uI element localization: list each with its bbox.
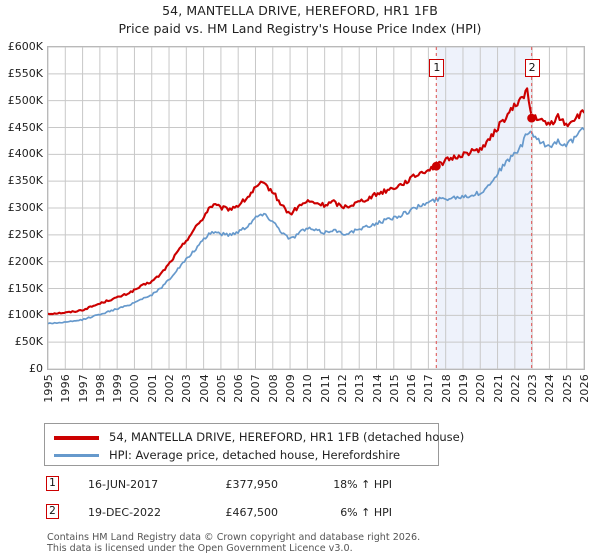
page-title: 54, MANTELLA DRIVE, HEREFORD, HR1 1FB: [162, 3, 438, 18]
x-axis-tick-2001: 2001: [145, 374, 159, 403]
x-axis-tick-2016: 2016: [405, 374, 419, 403]
x-axis-tick-2026: 2026: [578, 374, 591, 403]
footer-copyright-line1: Contains HM Land Registry data © Crown c…: [47, 532, 421, 543]
legend-label-price-paid: 54, MANTELLA DRIVE, HEREFORD, HR1 1FB (d…: [109, 430, 465, 444]
x-axis-tick-2024: 2024: [543, 374, 557, 403]
x-axis-tick-2023: 2023: [526, 374, 540, 403]
x-axis-tick-2021: 2021: [491, 374, 505, 403]
chart-legend: 54, MANTELLA DRIVE, HEREFORD, HR1 1FB (d…: [44, 423, 464, 466]
y-axis-tick-4: £200K: [7, 254, 43, 268]
transaction-price-2: £467,500: [225, 506, 279, 519]
y-axis-tick-7: £350K: [7, 174, 43, 188]
x-axis-tick-2000: 2000: [128, 374, 142, 403]
y-axis-tick-12: £600K: [7, 40, 43, 53]
footer-licence-line2: This data is licensed under the Open Gov…: [47, 543, 353, 554]
y-axis-tick-8: £400K: [7, 147, 43, 161]
x-axis-tick-2008: 2008: [266, 374, 280, 403]
x-axis-tick-2013: 2013: [353, 374, 367, 403]
y-axis-tick-6: £300K: [7, 201, 43, 214]
y-axis-tick-5: £250K: [7, 227, 43, 241]
x-axis-tick-2002: 2002: [163, 374, 177, 403]
x-axis-tick-2025: 2025: [560, 374, 574, 403]
x-axis-tick-1998: 1998: [93, 374, 107, 403]
x-axis-tick-1999: 1999: [111, 374, 125, 403]
transaction-date-2: 19-DEC-2022: [88, 506, 162, 519]
chart-marker-flag-1: 1: [429, 59, 445, 77]
x-axis-tick-2019: 2019: [456, 374, 470, 403]
x-axis-tick-2010: 2010: [301, 374, 315, 403]
x-axis-tick-2011: 2011: [318, 374, 332, 403]
x-axis-tick-2014: 2014: [370, 374, 384, 403]
x-axis-tick-2004: 2004: [197, 374, 211, 403]
x-axis-tick-2006: 2006: [232, 374, 246, 403]
x-axis-tick-1997: 1997: [76, 374, 90, 403]
y-axis-tick-9: £450K: [7, 120, 43, 134]
y-axis-tick-0: £0: [29, 362, 43, 375]
transaction-hpi-2: 6% ↑ HPI: [340, 506, 392, 519]
chart-marker-flag-2: 2: [524, 59, 540, 77]
x-axis-tick-2020: 2020: [474, 374, 488, 403]
x-axis-tick-2005: 2005: [214, 374, 228, 403]
transaction-price-1: £377,950: [225, 478, 279, 491]
y-axis-tick-3: £150K: [7, 281, 43, 295]
x-axis-tick-2007: 2007: [249, 374, 263, 403]
legend-swatch-hpi: [54, 454, 99, 457]
legend-swatch-price-paid: [54, 436, 99, 440]
y-axis-tick-2: £100K: [7, 308, 43, 322]
legend-label-hpi: HPI: Average price, detached house, Here…: [109, 448, 401, 462]
x-axis-tick-2015: 2015: [387, 374, 401, 403]
x-axis-tick-2018: 2018: [439, 374, 453, 403]
y-axis-tick-1: £50K: [14, 335, 43, 349]
y-axis-tick-11: £550K: [7, 66, 43, 80]
page-subtitle: Price paid vs. HM Land Registry's House …: [118, 21, 482, 36]
transaction-index-badge-2: 2: [46, 504, 59, 519]
x-axis-tick-1995: 1995: [42, 374, 55, 403]
x-axis-tick-2017: 2017: [422, 374, 436, 403]
transaction-hpi-1: 18% ↑ HPI: [333, 478, 392, 491]
x-axis-tick-2022: 2022: [508, 374, 522, 403]
y-axis-tick-10: £500K: [7, 93, 43, 107]
transaction-date-1: 16-JUN-2017: [88, 478, 159, 491]
x-axis-tick-2009: 2009: [284, 374, 298, 403]
x-axis-tick-2003: 2003: [180, 374, 194, 403]
x-axis-tick-2012: 2012: [335, 374, 349, 403]
chart-plot-area: [47, 46, 585, 370]
x-axis-tick-1996: 1996: [59, 374, 73, 403]
transaction-index-badge-1: 1: [46, 476, 59, 491]
